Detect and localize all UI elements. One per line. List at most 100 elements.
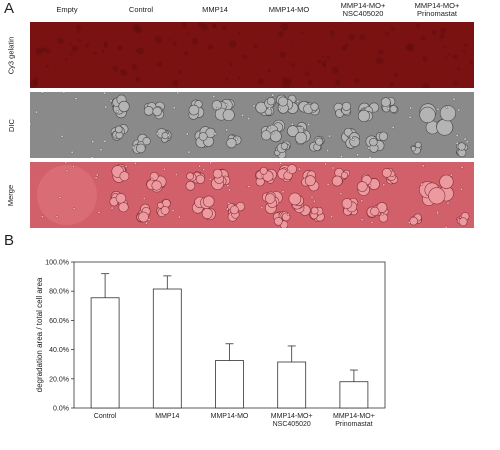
texture bbox=[212, 23, 217, 28]
texture bbox=[341, 46, 344, 49]
debris bbox=[261, 174, 265, 178]
category-label-line: MMP14-MO+ bbox=[333, 413, 375, 420]
debris bbox=[166, 133, 170, 137]
cell bbox=[115, 193, 127, 204]
texture bbox=[135, 49, 140, 53]
tile-background bbox=[178, 22, 252, 88]
category-label: MMP14-MO+ Prinomastat bbox=[333, 413, 375, 428]
debris bbox=[147, 218, 151, 221]
cell bbox=[185, 180, 196, 191]
texture bbox=[172, 41, 177, 46]
texture bbox=[323, 64, 326, 67]
texture bbox=[201, 23, 209, 31]
cell bbox=[186, 172, 194, 181]
y-tick-label: 100.0% bbox=[45, 260, 69, 267]
cell bbox=[389, 105, 398, 113]
debris bbox=[64, 162, 68, 164]
column-header-mmp14: MMP14 bbox=[202, 5, 228, 14]
cell bbox=[142, 136, 151, 146]
row-header-merge: Merge bbox=[0, 162, 22, 228]
debris bbox=[307, 123, 311, 126]
debris bbox=[178, 215, 181, 219]
texture bbox=[359, 34, 366, 41]
texture bbox=[238, 76, 241, 80]
debris bbox=[339, 192, 343, 195]
texture bbox=[456, 66, 461, 71]
texture bbox=[277, 31, 284, 38]
texture bbox=[207, 44, 214, 50]
texture bbox=[45, 64, 49, 68]
debris bbox=[452, 97, 456, 101]
debris bbox=[349, 136, 353, 140]
column-header-mmp14-mo-nsc405020: MMP14-MO+ NSC405020 bbox=[340, 1, 386, 18]
debris bbox=[367, 146, 371, 150]
bar bbox=[277, 361, 307, 409]
texture bbox=[342, 46, 347, 51]
debris bbox=[174, 173, 178, 176]
cell bbox=[357, 109, 370, 122]
glow bbox=[37, 165, 97, 225]
debris bbox=[131, 146, 135, 149]
cell bbox=[414, 141, 422, 149]
debris bbox=[260, 206, 264, 210]
debris bbox=[226, 184, 230, 188]
texture bbox=[112, 65, 119, 72]
debris bbox=[286, 213, 290, 216]
debris bbox=[228, 188, 231, 192]
debris bbox=[296, 99, 300, 103]
debris bbox=[360, 199, 364, 203]
debris bbox=[225, 128, 229, 132]
texture bbox=[440, 27, 447, 34]
texture bbox=[135, 76, 141, 83]
texture bbox=[183, 51, 189, 56]
texture bbox=[45, 48, 51, 54]
debris bbox=[444, 226, 448, 228]
cell bbox=[356, 181, 368, 192]
cell bbox=[341, 101, 351, 111]
debris bbox=[368, 184, 372, 187]
texture bbox=[76, 29, 80, 33]
texture bbox=[378, 49, 384, 55]
cell bbox=[195, 174, 205, 184]
debris bbox=[278, 107, 281, 111]
tile-background bbox=[30, 92, 104, 158]
texture bbox=[70, 52, 73, 56]
cell bbox=[343, 127, 353, 137]
cell bbox=[310, 102, 319, 111]
debris bbox=[330, 215, 333, 218]
debris bbox=[445, 106, 448, 110]
debris bbox=[62, 92, 66, 94]
debris bbox=[97, 211, 101, 214]
texture bbox=[307, 79, 313, 85]
micrograph-tile bbox=[326, 22, 400, 88]
texture bbox=[30, 80, 38, 88]
texture bbox=[406, 43, 415, 51]
y-tick-label: 60.0% bbox=[49, 318, 69, 325]
tile-background bbox=[30, 22, 104, 88]
micrograph-tile bbox=[30, 92, 104, 158]
debris bbox=[65, 169, 69, 173]
y-axis-label: degradation area / total cell area bbox=[35, 277, 44, 392]
debris bbox=[90, 156, 94, 158]
debris bbox=[215, 106, 219, 110]
category-label: MMP14-MO+ NSC405020 bbox=[271, 413, 313, 428]
bar bbox=[152, 288, 182, 409]
row-header-dic-text: DIC bbox=[6, 118, 16, 132]
column-header-mmp14-mo-prinomastat: MMP14-MO+ Prinomastat bbox=[414, 1, 460, 18]
bar-chart: 0.0% 20.0% 40.0% 60.0% 80.0% 100.0% degradatio… bbox=[35, 260, 386, 428]
debris bbox=[421, 164, 425, 168]
column-header-mmp14-mo: MMP14-MO bbox=[268, 5, 310, 14]
micrograph-tile bbox=[400, 22, 474, 88]
texture bbox=[225, 77, 229, 82]
texture bbox=[344, 43, 349, 48]
texture bbox=[212, 24, 217, 29]
debris bbox=[225, 103, 228, 107]
debris bbox=[104, 92, 106, 95]
debris bbox=[198, 164, 202, 168]
column-header-empty: Empty bbox=[56, 5, 78, 14]
debris bbox=[465, 140, 469, 144]
texture bbox=[76, 24, 82, 30]
texture bbox=[348, 34, 355, 41]
cell bbox=[310, 206, 319, 215]
debris bbox=[298, 167, 301, 171]
